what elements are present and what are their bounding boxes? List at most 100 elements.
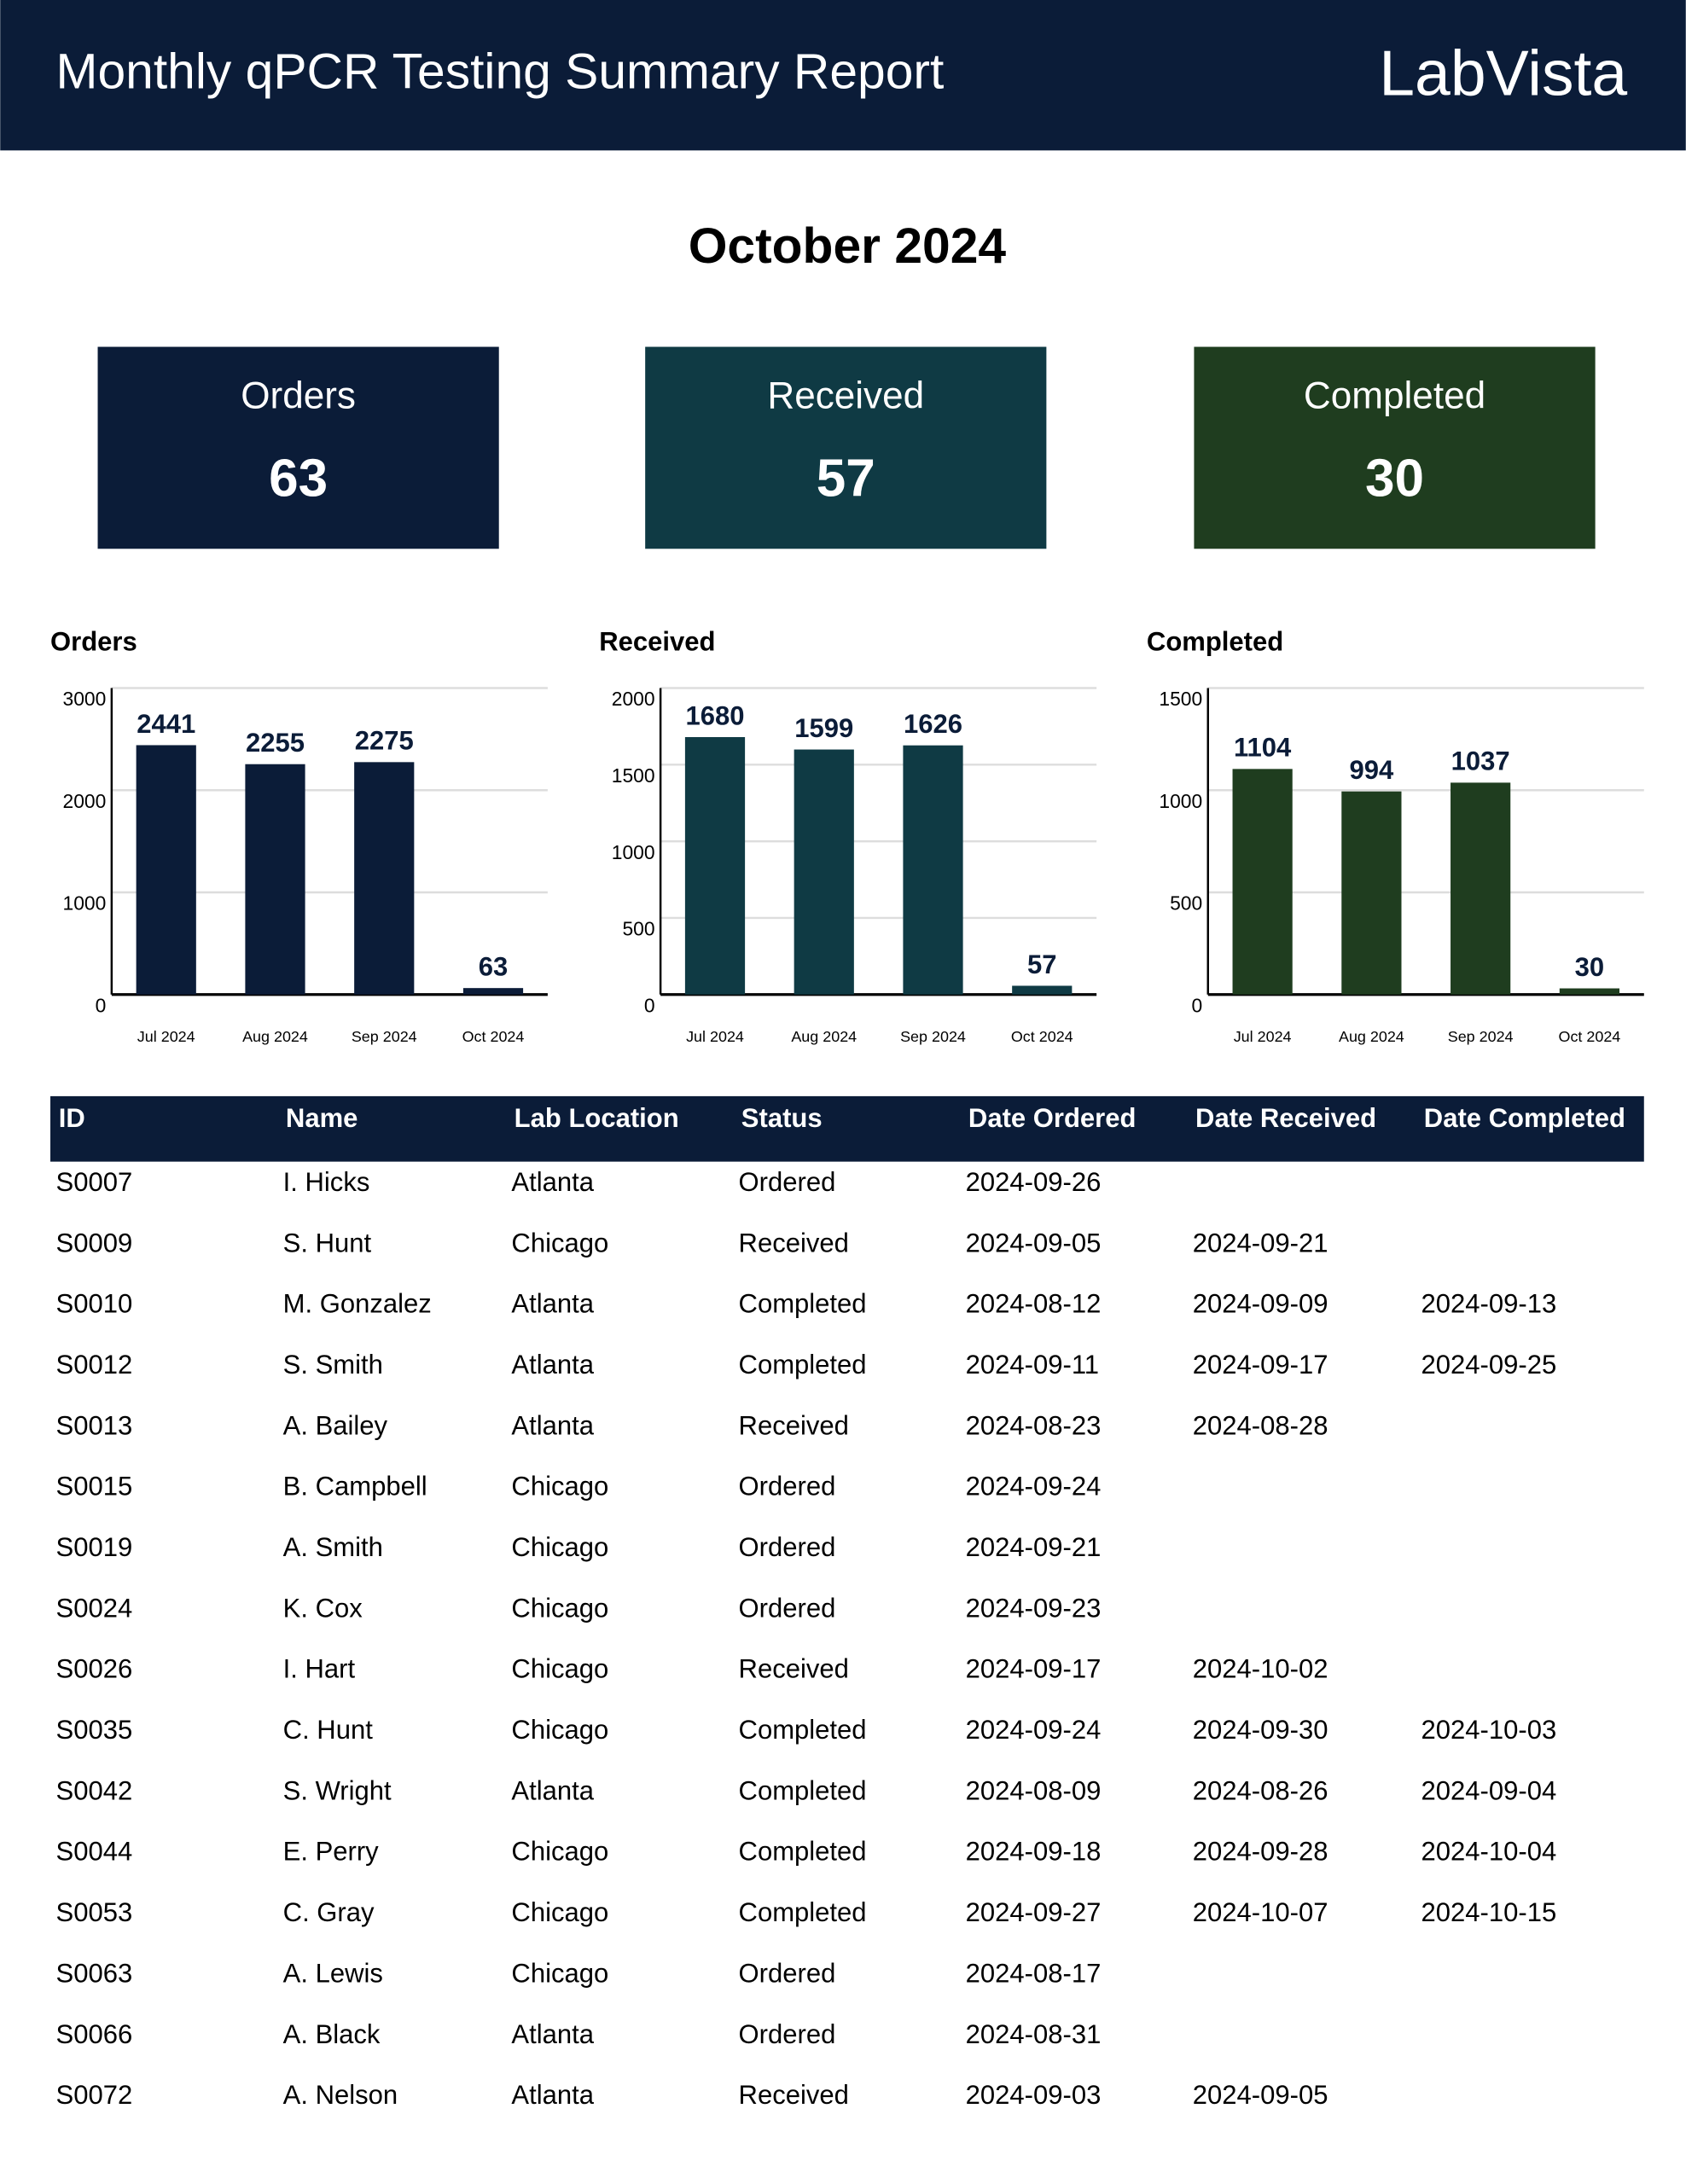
- table-cell: A. Lewis: [283, 1958, 383, 1988]
- value-label: 1037: [1451, 746, 1510, 776]
- bar: [1451, 782, 1511, 995]
- table-cell: S0009: [56, 1228, 133, 1258]
- chart-title: Orders: [50, 626, 137, 656]
- table-cell: A. Bailey: [283, 1410, 388, 1440]
- table-cell: 2024-08-26: [1193, 1775, 1328, 1805]
- table-header-cell: Lab Location: [515, 1103, 679, 1133]
- table-cell: S0072: [56, 2080, 133, 2110]
- table-cell: 2024-09-18: [966, 1837, 1102, 1867]
- x-tick-label: Sep 2024: [1448, 1028, 1514, 1045]
- table-cell: A. Black: [283, 2019, 381, 2049]
- table-cell: Atlanta: [511, 1167, 594, 1197]
- table-cell: Atlanta: [511, 1410, 594, 1440]
- table-cell: Chicago: [511, 1897, 608, 1927]
- table-cell: S. Wright: [283, 1775, 392, 1805]
- table-cell: 2024-09-30: [1193, 1715, 1328, 1745]
- table-cell: Received: [739, 1228, 849, 1258]
- table-cell: C. Gray: [283, 1897, 375, 1927]
- table-cell: Completed: [739, 1837, 867, 1867]
- table-cell: 2024-09-26: [966, 1167, 1102, 1197]
- table-cell: S0053: [56, 1897, 133, 1927]
- table-cell: 2024-09-17: [966, 1654, 1102, 1684]
- table-cell: S0044: [56, 1837, 133, 1867]
- table-cell: Received: [739, 1410, 849, 1440]
- logo: LabVista: [1379, 37, 1627, 108]
- y-tick-label: 1500: [1159, 688, 1202, 710]
- table-cell: S0026: [56, 1654, 133, 1684]
- table-cell: Atlanta: [511, 1775, 594, 1805]
- table-cell: S0035: [56, 1715, 133, 1745]
- table-cell: 2024-08-31: [966, 2019, 1102, 2049]
- month-title: October 2024: [689, 218, 1007, 274]
- table-header-cell: Date Completed: [1424, 1103, 1625, 1133]
- x-tick-label: Jul 2024: [686, 1028, 744, 1045]
- table-cell: Atlanta: [511, 2080, 594, 2110]
- x-tick-label: Aug 2024: [791, 1028, 857, 1045]
- y-tick-label: 1000: [1159, 790, 1202, 812]
- table-cell: Ordered: [739, 1167, 836, 1197]
- x-tick-label: Oct 2024: [1558, 1028, 1620, 1045]
- table-cell: S0015: [56, 1472, 133, 1502]
- x-tick-label: Aug 2024: [242, 1028, 308, 1045]
- table-cell: Atlanta: [511, 1350, 594, 1380]
- y-tick-label: 500: [1170, 892, 1202, 915]
- table-header-cell: Status: [741, 1103, 823, 1133]
- table-cell: S0066: [56, 2019, 133, 2049]
- table-cell: 2024-10-04: [1421, 1837, 1557, 1867]
- table-cell: 2024-08-09: [966, 1775, 1102, 1805]
- y-tick-label: 2000: [612, 688, 655, 710]
- table-cell: 2024-09-13: [1421, 1289, 1557, 1319]
- report-title: Monthly qPCR Testing Summary Report: [56, 44, 945, 100]
- table-cell: Completed: [739, 1350, 867, 1380]
- table-cell: 2024-10-03: [1421, 1715, 1557, 1745]
- table-cell: Chicago: [511, 1228, 608, 1258]
- table-cell: 2024-09-21: [966, 1532, 1102, 1562]
- kpi-card: [645, 346, 1047, 549]
- table-cell: 2024-09-27: [966, 1897, 1102, 1927]
- y-tick-label: 0: [644, 994, 655, 1016]
- chart-title: Received: [599, 626, 715, 656]
- y-tick-label: 1000: [62, 892, 106, 915]
- y-tick-label: 2000: [62, 790, 106, 812]
- x-tick-label: Oct 2024: [462, 1028, 525, 1045]
- table-cell: Atlanta: [511, 2019, 594, 2049]
- table-header-cell: ID: [59, 1103, 85, 1133]
- table-cell: 2024-08-28: [1193, 1410, 1328, 1440]
- table-cell: Completed: [739, 1775, 867, 1805]
- table-cell: S0024: [56, 1593, 133, 1623]
- value-label: 2255: [246, 728, 305, 758]
- x-tick-label: Oct 2024: [1011, 1028, 1073, 1045]
- table-cell: 2024-09-23: [966, 1593, 1102, 1623]
- table-cell: 2024-09-09: [1193, 1289, 1328, 1319]
- kpi-value: 63: [269, 449, 328, 508]
- table-cell: S0012: [56, 1350, 133, 1380]
- table-cell: Chicago: [511, 1593, 608, 1623]
- table-cell: 2024-09-25: [1421, 1350, 1557, 1380]
- table-cell: 2024-09-24: [966, 1715, 1102, 1745]
- y-tick-label: 3000: [62, 688, 106, 710]
- kpi-label: Completed: [1304, 375, 1485, 417]
- x-tick-label: Jul 2024: [137, 1028, 195, 1045]
- table-cell: S0010: [56, 1289, 133, 1319]
- table-cell: E. Perry: [283, 1837, 380, 1867]
- table-cell: Chicago: [511, 1958, 608, 1988]
- table-cell: 2024-09-21: [1193, 1228, 1328, 1258]
- table-cell: Ordered: [739, 1472, 836, 1502]
- bar: [136, 745, 196, 995]
- bar: [245, 764, 305, 995]
- table-cell: 2024-09-05: [1193, 2080, 1328, 2110]
- table-cell: 2024-10-15: [1421, 1897, 1557, 1927]
- table-cell: Completed: [739, 1289, 867, 1319]
- value-label: 1599: [794, 713, 853, 743]
- value-label: 2441: [137, 709, 195, 739]
- table-header-bar: [50, 1095, 1644, 1162]
- value-label: 63: [479, 952, 509, 982]
- table-cell: Chicago: [511, 1654, 608, 1684]
- table-cell: S0063: [56, 1958, 133, 1988]
- bar: [354, 762, 415, 995]
- table-header-cell: Date Ordered: [968, 1103, 1137, 1133]
- table-cell: S0007: [56, 1167, 133, 1197]
- table-cell: Ordered: [739, 1532, 836, 1562]
- table-cell: Chicago: [511, 1837, 608, 1867]
